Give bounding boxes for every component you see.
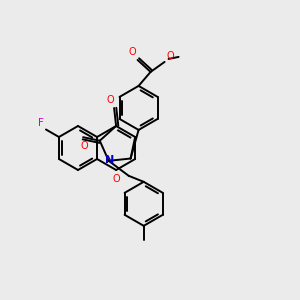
Text: O: O xyxy=(167,51,174,61)
Text: O: O xyxy=(80,141,88,151)
Text: F: F xyxy=(38,118,44,128)
Text: O: O xyxy=(129,47,136,57)
Text: N: N xyxy=(105,155,114,165)
Text: O: O xyxy=(106,95,114,105)
Text: O: O xyxy=(112,174,120,184)
